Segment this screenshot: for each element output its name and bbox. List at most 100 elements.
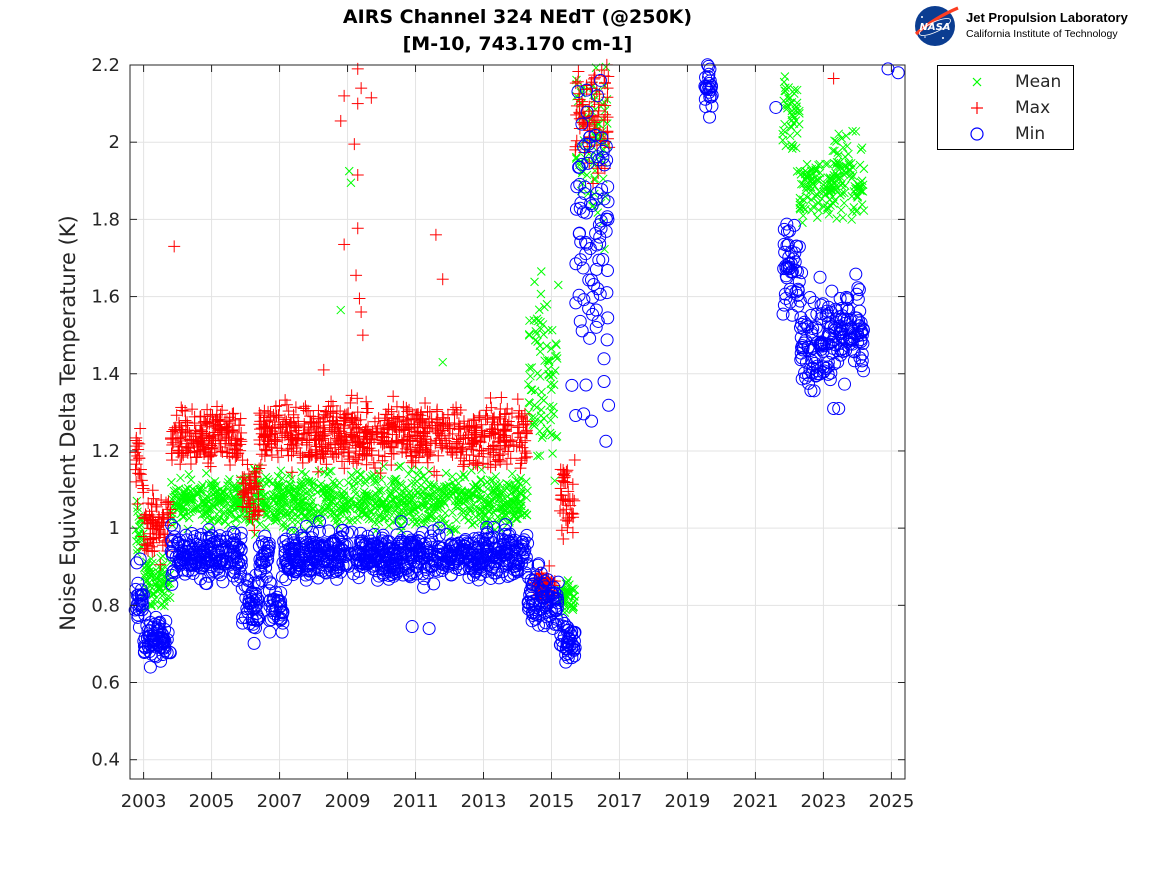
point-mean [535,372,545,381]
point-mean [780,83,790,93]
point-mean [545,401,554,411]
point-mean [281,508,291,518]
point-mean [186,495,196,505]
point-mean [384,521,394,531]
point-max [281,443,294,456]
point-mean [390,475,400,484]
point-max [468,414,481,427]
point-mean [309,484,318,493]
point-mean [786,121,796,131]
point-mean [327,508,337,518]
point-max [511,421,524,434]
point-max [180,441,193,454]
point-max [219,415,232,428]
point-mean [811,165,820,175]
point-max [396,445,409,458]
point-max [250,479,263,492]
point-max [232,447,245,460]
point-mean [214,497,223,506]
point-mean [544,370,554,380]
point-mean [483,490,493,500]
point-mean [547,385,556,395]
point-min [322,524,336,538]
point-max [513,404,526,417]
point-max [303,426,316,439]
point-mean [516,497,526,506]
point-mean [444,493,453,503]
point-mean [142,557,151,567]
point-max [481,458,494,471]
point-mean [388,494,398,504]
point-min-outlier [422,621,436,635]
point-mean [778,129,788,139]
point-mean [812,175,822,185]
plus-marker-icon [971,102,983,114]
point-max [230,438,243,451]
point-mean [204,493,214,503]
point-mean [271,508,281,517]
point-mean [839,198,849,208]
point-min [853,304,867,318]
point-mean [424,510,433,520]
point-mean [264,502,274,511]
point-mean [441,468,451,478]
point-max [204,460,217,473]
point-max [204,450,217,463]
point-mean [422,475,431,485]
point-max [354,413,367,426]
point-max [165,447,178,460]
point-mean [560,586,570,596]
point-mean [539,330,548,339]
point-mean [526,371,535,381]
point-max-outlier [168,240,181,253]
point-mean [400,517,410,526]
point-mean [547,325,557,335]
point-mean [355,475,365,485]
point-mean [360,478,370,488]
y-tick-label: 1 [109,518,120,539]
point-mean [264,477,274,487]
point-max [270,409,283,422]
point-max [349,451,362,464]
point-max [390,400,403,413]
point-max [385,411,398,424]
point-mean [211,481,221,490]
point-max [450,401,463,414]
point-mean [491,493,501,503]
point-min [807,295,821,309]
point-mean [542,299,552,309]
point-min-outlier [813,270,827,284]
point-max [140,542,153,555]
point-mean [480,495,490,505]
point-min [572,288,586,302]
point-max [441,420,454,433]
point-mean [433,504,443,514]
point-mean [788,111,798,120]
point-mean [289,492,299,502]
point-mean [397,486,407,496]
point-max [505,407,518,420]
point-mean [779,77,789,87]
point-max [303,448,316,461]
point-mean [304,477,314,487]
point-max [146,545,159,558]
point-mean [155,582,165,591]
point-mean [798,218,807,228]
point-mean [570,585,580,595]
point-mean [225,475,234,484]
point-max [360,395,373,408]
point-mean [361,499,371,509]
point-max [164,503,177,516]
point-mean [416,473,426,483]
point-max [227,425,240,438]
point-mean [491,472,501,481]
point-min [601,195,615,209]
point-max [258,431,271,444]
point-mean [522,493,531,503]
point-mean [417,491,427,501]
point-mean [157,599,167,609]
point-max [153,531,166,544]
y-tick-label: 1.8 [91,209,120,230]
point-max [170,409,183,422]
